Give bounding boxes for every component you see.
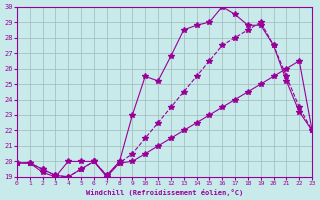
X-axis label: Windchill (Refroidissement éolien,°C): Windchill (Refroidissement éolien,°C) xyxy=(86,189,243,196)
